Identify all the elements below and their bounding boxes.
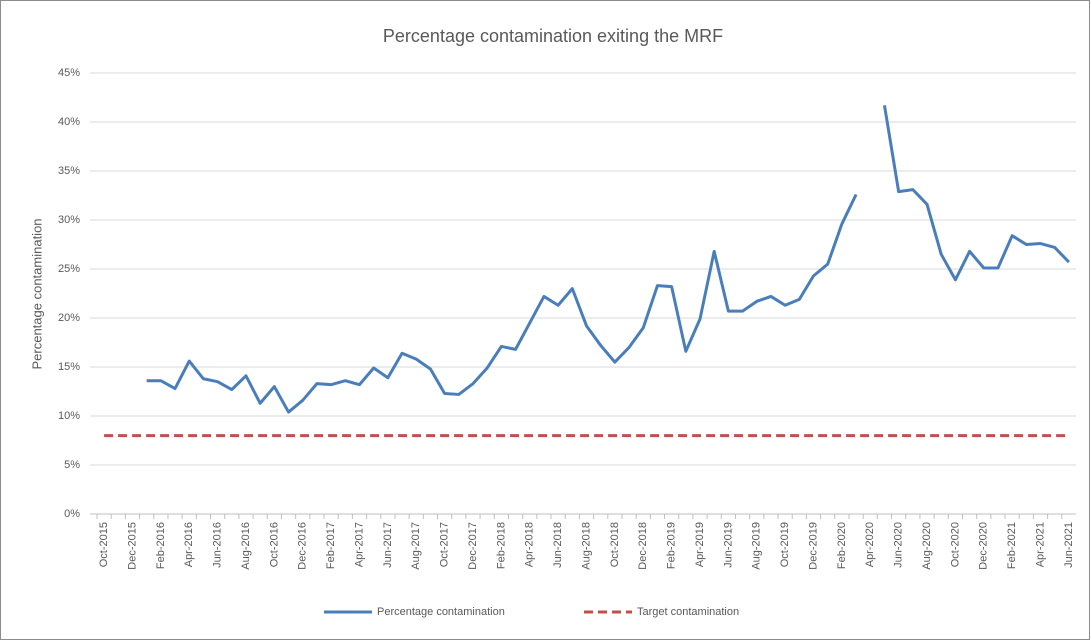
x-tick-label: Dec-2016 — [297, 522, 309, 570]
y-tick-label: 40% — [58, 116, 80, 128]
x-tick-label: Oct-2020 — [949, 522, 961, 567]
legend-label: Percentage contamination — [377, 606, 505, 618]
y-tick-label: 30% — [58, 214, 80, 226]
x-tick-label: Dec-2019 — [807, 522, 819, 570]
x-tick-label: Dec-2017 — [467, 522, 479, 570]
x-tick-label: Apr-2019 — [694, 522, 706, 567]
y-tick-label: 20% — [58, 312, 80, 324]
x-tick-label: Dec-2015 — [126, 522, 138, 570]
x-tick-label: Apr-2018 — [524, 522, 536, 567]
x-tick-label: Apr-2021 — [1034, 522, 1046, 567]
y-tick-label: 35% — [58, 165, 80, 177]
x-tick-label: Oct-2018 — [609, 522, 621, 567]
x-tick-label: Oct-2019 — [779, 522, 791, 567]
x-tick-label: Aug-2020 — [921, 522, 933, 570]
x-tick-label: Feb-2018 — [495, 522, 507, 569]
y-tick-label: 45% — [58, 67, 80, 79]
x-tick-label: Jun-2021 — [1063, 522, 1075, 568]
y-axis-label: Percentage contamination — [29, 218, 44, 369]
x-tick-label: Dec-2020 — [978, 522, 990, 570]
x-tick-label: Aug-2018 — [580, 522, 592, 570]
x-tick-label: Aug-2019 — [751, 522, 763, 570]
series-line — [146, 193, 858, 414]
x-tick-label: Feb-2021 — [1006, 522, 1018, 569]
x-tick-label: Feb-2017 — [325, 522, 337, 569]
x-tick-label: Jun-2019 — [722, 522, 734, 568]
series-line — [882, 105, 1070, 282]
chart-title: Percentage contamination exiting the MRF — [383, 26, 723, 46]
x-tick-label: Oct-2016 — [268, 522, 280, 567]
x-tick-label: Feb-2020 — [836, 522, 848, 569]
x-tick-label: Feb-2016 — [155, 522, 167, 569]
x-tick-label: Aug-2016 — [240, 522, 252, 570]
x-tick-label: Dec-2018 — [637, 522, 649, 570]
y-tick-label: 0% — [64, 508, 80, 520]
x-tick-label: Jun-2018 — [552, 522, 564, 568]
y-tick-label: 15% — [58, 361, 80, 373]
x-tick-label: Apr-2017 — [353, 522, 365, 567]
y-tick-label: 5% — [64, 459, 80, 471]
x-tick-label: Jun-2016 — [212, 522, 224, 568]
y-tick-label: 25% — [58, 263, 80, 275]
x-tick-label: Jun-2017 — [382, 522, 394, 568]
y-tick-label: 10% — [58, 410, 80, 422]
x-tick-label: Aug-2017 — [410, 522, 422, 570]
x-tick-label: Feb-2019 — [666, 522, 678, 569]
x-tick-label: Apr-2020 — [864, 522, 876, 567]
x-tick-label: Oct-2015 — [98, 522, 110, 567]
x-tick-label: Jun-2020 — [893, 522, 905, 568]
legend-label: Target contamination — [637, 606, 739, 618]
x-tick-label: Oct-2017 — [439, 522, 451, 567]
x-tick-label: Apr-2016 — [183, 522, 195, 567]
